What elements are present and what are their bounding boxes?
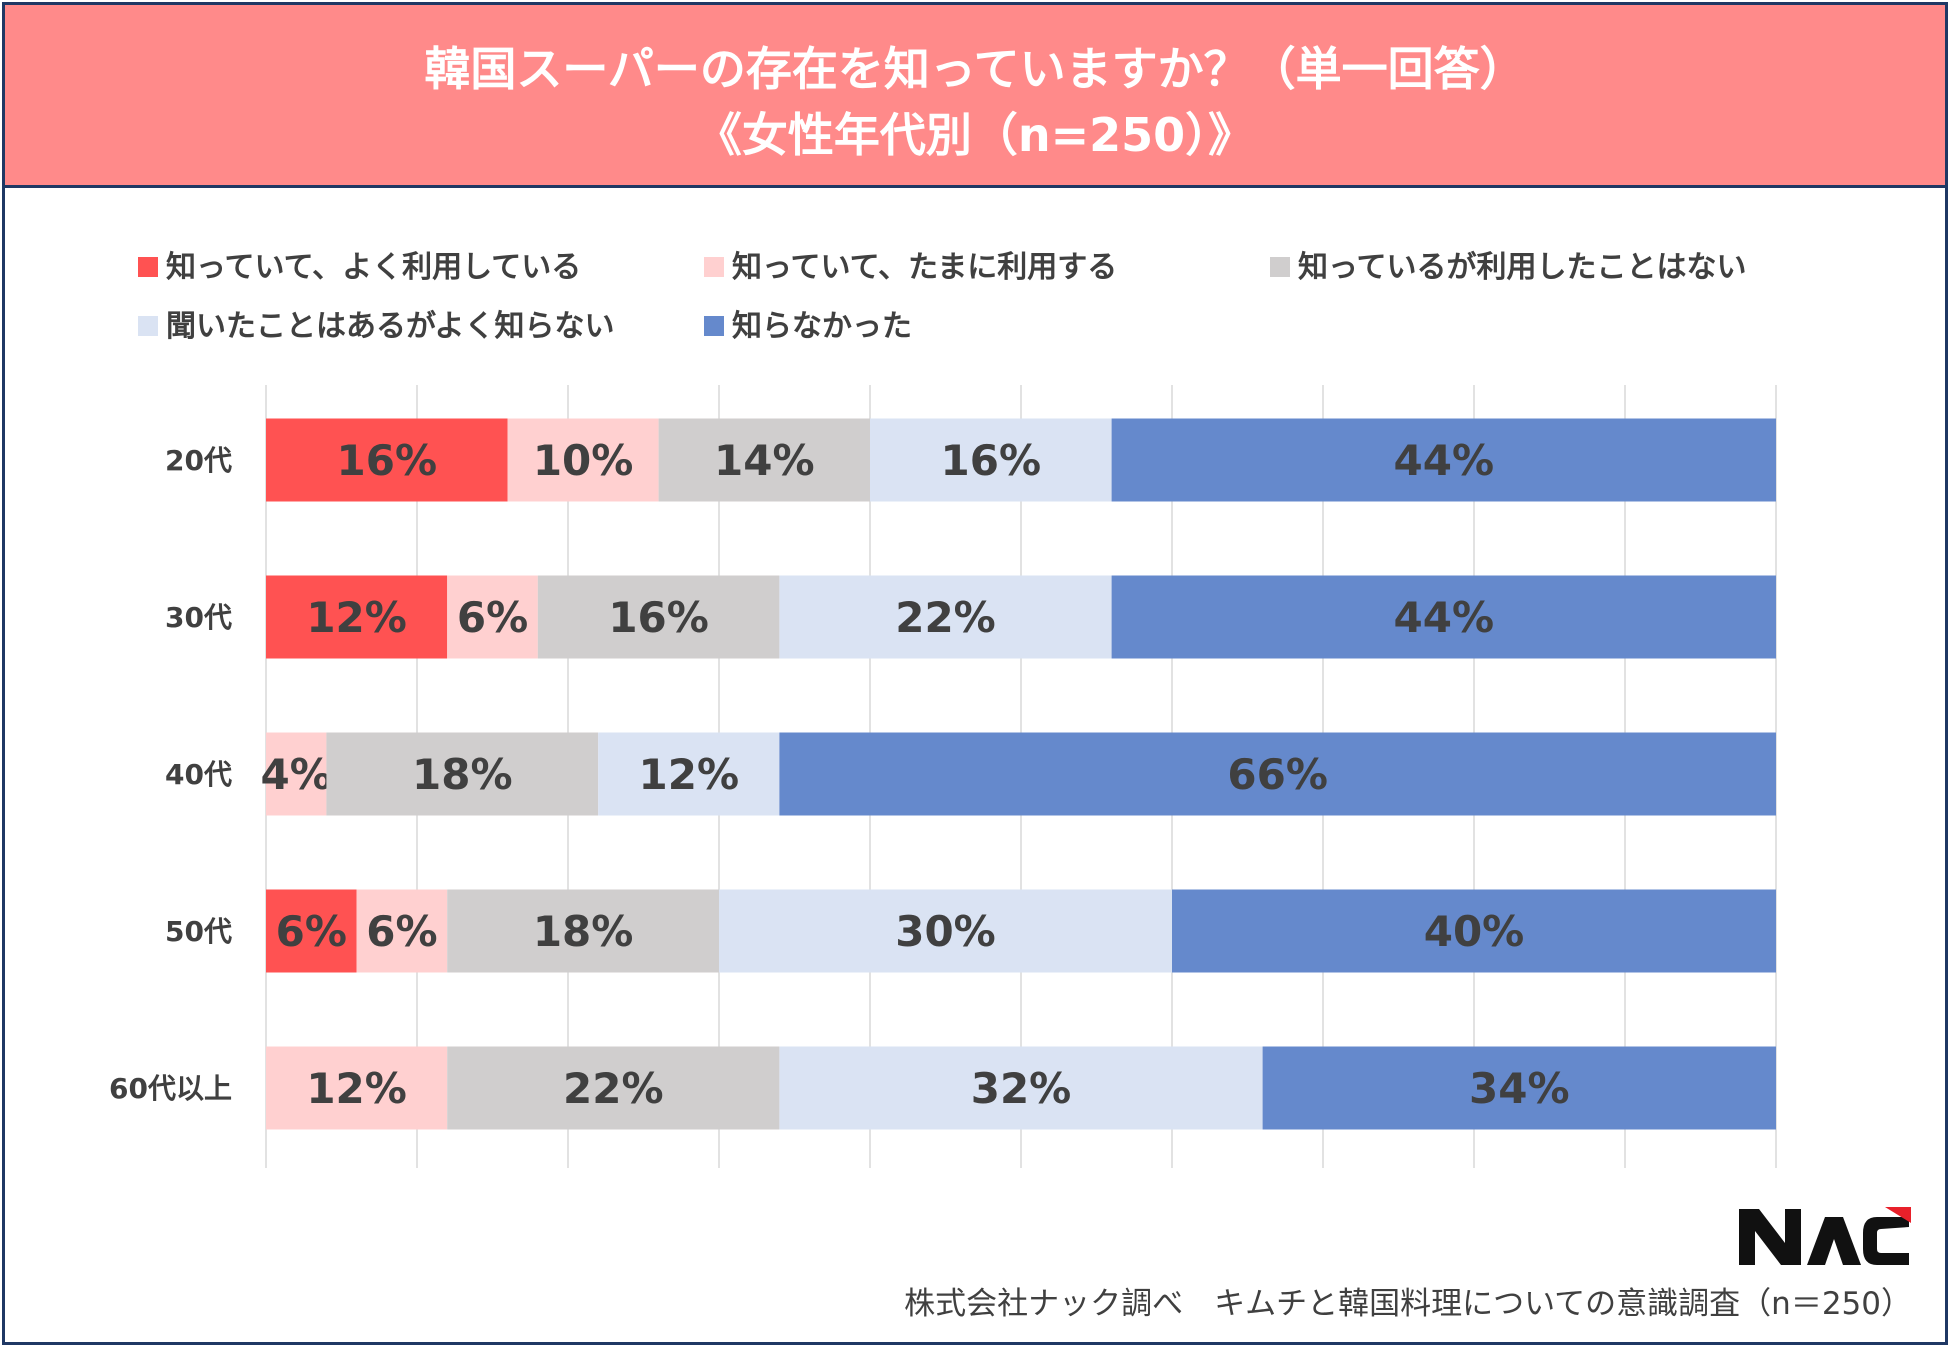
stacked-bar-chart: 20代 16% 10% 14% 16% 44% 30代 12% 6% 16% 22% 44% 40代 4%… (109, 385, 1777, 1168)
bar-segment (779, 1046, 1263, 1130)
data-label: 40% (1424, 907, 1525, 956)
data-label: 6% (366, 907, 437, 956)
bar-segment (326, 732, 599, 816)
data-label: 10% (533, 436, 634, 485)
data-label: 22% (563, 1064, 664, 1113)
data-label: 16% (337, 436, 438, 485)
chart-title: 韓国スーパーの存在を知っていますか？（単一回答） (424, 42, 1526, 96)
data-label: 6% (457, 593, 528, 642)
bar-segment (658, 418, 870, 502)
legend-label: 知っていて、よく利用している (166, 250, 582, 285)
bar-segment (266, 418, 508, 502)
data-label: 44% (1394, 593, 1495, 642)
data-label: 32% (971, 1064, 1072, 1113)
bar-segment (447, 1046, 780, 1130)
data-label: 22% (895, 593, 996, 642)
category-label: 30代 (165, 601, 232, 634)
data-label: 44% (1394, 436, 1495, 485)
legend-item: 知っていて、よく利用している (138, 248, 581, 288)
chart-subtitle: 《女性年代別（n=250）》 (695, 108, 1255, 162)
data-label: 16% (941, 436, 1042, 485)
legend-swatch (704, 256, 724, 277)
legend-item: 知っていて、たまに利用する (704, 248, 1117, 288)
data-label: 30% (895, 907, 996, 956)
bar-segment (719, 889, 1172, 973)
bar-segment (1262, 1046, 1776, 1130)
nac-logo (1739, 1207, 1911, 1265)
bar-segment (266, 889, 357, 973)
source-note: 株式会社ナック調べ キムチと韓国料理についての意識調査（n＝250） (904, 1286, 1912, 1322)
category-label: 40代 (165, 758, 232, 791)
data-label: 12% (306, 593, 407, 642)
bar-segment (779, 732, 1776, 816)
category-label: 60代以上 (109, 1072, 232, 1105)
legend-item: 知らなかった (704, 307, 912, 347)
title-banner: 韓国スーパーの存在を知っていますか？（単一回答） 《女性年代別（n=250）》 (5, 5, 1945, 188)
bar-segment (598, 732, 780, 816)
bar-segment (447, 889, 719, 973)
data-label: 12% (639, 750, 740, 799)
data-label: 66% (1227, 750, 1328, 799)
data-label: 14% (714, 436, 815, 485)
bar-segment (1172, 889, 1776, 973)
legend-label: 知らなかった (732, 309, 912, 344)
legend-swatch (138, 315, 158, 336)
category-label: 50代 (165, 915, 232, 948)
data-label: 6% (276, 907, 347, 956)
data-label: 18% (533, 907, 634, 956)
legend-item: 聞いたことはあるがよく知らない (138, 307, 615, 347)
legend-swatch (1270, 256, 1290, 277)
data-label: 4% (261, 750, 332, 799)
bar-segment (507, 418, 659, 502)
bar-segment (356, 889, 448, 973)
bar-segment (1111, 418, 1776, 502)
legend-label: 聞いたことはあるがよく知らない (166, 309, 615, 344)
bar-segment (266, 575, 448, 659)
legend-label: 知っていて、たまに利用する (732, 250, 1118, 285)
data-label: 12% (306, 1064, 407, 1113)
data-label: 34% (1469, 1064, 1570, 1113)
legend-swatch (704, 315, 724, 336)
bar-segment (266, 732, 327, 816)
data-label: 16% (608, 593, 709, 642)
data-label: 18% (412, 750, 513, 799)
bar-segment (870, 418, 1112, 502)
bar-segment (447, 575, 538, 659)
bar-segment (266, 1046, 448, 1130)
legend-item: 知っているが利用したことはない (1270, 248, 1747, 288)
legend-label: 知っているが利用したことはない (1298, 250, 1747, 285)
bar-segment (779, 575, 1112, 659)
legend-swatch (138, 256, 158, 277)
category-label: 20代 (165, 444, 232, 477)
bar-segment (537, 575, 780, 659)
bar-segment (1111, 575, 1776, 659)
